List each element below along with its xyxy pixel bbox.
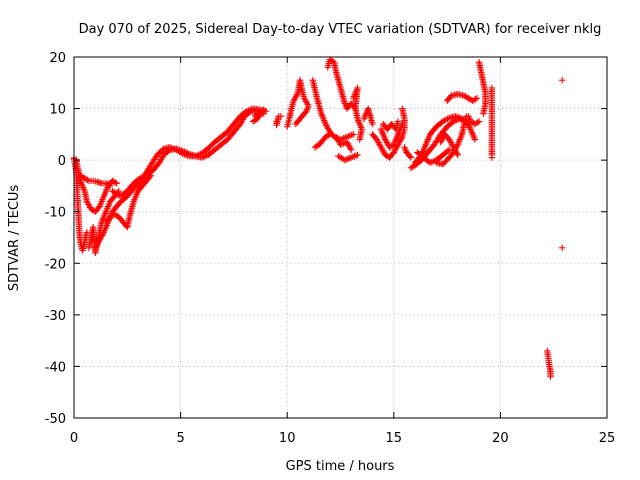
data-point — [475, 118, 483, 125]
data-point — [474, 119, 481, 126]
data-point — [454, 151, 461, 159]
x-tick-label: 20 — [492, 431, 509, 446]
x-tick-label: 10 — [279, 431, 296, 446]
data-point — [547, 373, 554, 380]
y-tick-label: 20 — [49, 51, 66, 66]
data-point — [356, 136, 363, 143]
data-point — [105, 181, 113, 189]
data-point — [444, 147, 452, 155]
data-point — [107, 182, 114, 190]
data-point — [394, 118, 402, 125]
data-point — [292, 120, 299, 128]
x-axis-label: GPS time / hours — [286, 459, 395, 474]
data-point — [369, 120, 376, 128]
data-point — [112, 179, 119, 186]
grid-lines — [74, 57, 607, 418]
x-tick-label: 15 — [386, 431, 403, 446]
data-point — [473, 95, 481, 102]
data-point — [350, 131, 357, 138]
y-axis-label: SDTVAR / TECUs — [7, 185, 22, 292]
data-point — [99, 230, 107, 238]
y-tick-label: 0 — [58, 154, 66, 169]
data-point — [559, 244, 566, 252]
tick-labels: 0 5 10 15 20 25 -50 -40 -30 -20 -10 0 10 20 — [45, 51, 616, 446]
y-tick-label: -50 — [45, 412, 66, 427]
data-point — [453, 143, 461, 150]
data-point — [559, 77, 566, 84]
data-point — [399, 105, 406, 112]
data-point — [480, 110, 487, 117]
data-point — [354, 151, 361, 159]
y-tick-label: -40 — [45, 360, 66, 375]
data-point — [446, 146, 453, 154]
data-points — [70, 56, 566, 380]
data-point — [347, 145, 354, 152]
data-point — [406, 153, 413, 160]
data-point — [113, 180, 120, 187]
data-point — [399, 120, 406, 128]
y-tick-label: -30 — [45, 309, 66, 324]
chart-title: Day 070 of 2025, Sidereal Day-to-day VTE… — [79, 22, 602, 37]
data-point — [293, 119, 300, 126]
y-tick-label: 10 — [49, 103, 66, 118]
x-tick-label: 5 — [176, 431, 184, 446]
axis-ticks — [73, 56, 608, 419]
data-point — [488, 154, 496, 161]
y-tick-label: -20 — [45, 257, 66, 272]
data-point — [249, 118, 257, 125]
data-point — [347, 146, 355, 154]
x-tick-label: 0 — [70, 431, 78, 446]
data-point — [398, 135, 405, 142]
data-point — [466, 124, 473, 131]
data-point — [458, 115, 466, 123]
data-point — [471, 136, 479, 143]
x-tick-label: 25 — [599, 431, 616, 446]
data-point — [472, 95, 479, 103]
data-point — [407, 154, 415, 161]
data-point — [251, 117, 258, 124]
data-point — [84, 176, 91, 184]
data-point — [326, 131, 334, 138]
data-point — [277, 113, 285, 120]
data-point — [293, 91, 301, 98]
y-tick-label: -10 — [45, 206, 66, 221]
data-point — [325, 132, 332, 139]
plot-frame — [73, 56, 608, 419]
